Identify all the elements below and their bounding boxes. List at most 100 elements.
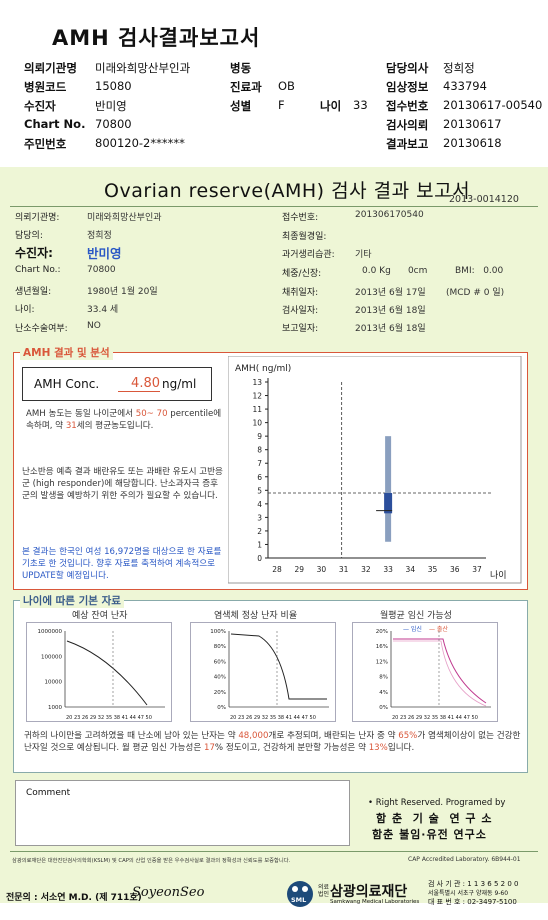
- clinical-info-label: 임상정보: [386, 80, 429, 94]
- amh-chart-y-tick-label: 13: [252, 378, 262, 387]
- receipt-label: 접수번호: [386, 99, 429, 113]
- mini-y-tick-label: 1000000: [38, 629, 63, 635]
- age-section-heading: 나이에 따른 기본 자료: [20, 593, 124, 608]
- divider: [10, 206, 538, 207]
- mini-y-tick-label: 40%: [214, 675, 226, 681]
- pregnancy-curve: [393, 638, 487, 704]
- birth-curve: [393, 640, 487, 707]
- mini-x-tick-labels: 20 23 26 29 32 35 38 41 44 47 50: [230, 715, 316, 721]
- report-date-value: 20130618: [443, 136, 502, 150]
- samkwang-logo-icon: SML: [287, 881, 313, 907]
- comment-box: [15, 780, 350, 846]
- field-label: 의뢰기관명:: [15, 213, 60, 223]
- mini-y-tick-label: 16%: [376, 644, 388, 650]
- mini-chart-pregnancy: 20% 16% 12% 8% 4% 0% 20 23 26 29 32 35 38 41 4…: [352, 622, 498, 722]
- amh-conc-value: 4.80: [118, 376, 160, 392]
- chart-no-value: 70800: [95, 117, 132, 131]
- field-label: 채취일자:: [282, 288, 319, 298]
- mini-y-tick-label: 20%: [376, 629, 388, 635]
- field-label: 나이:: [15, 305, 35, 315]
- field-label: 과거생리습관:: [282, 250, 335, 260]
- amh-iqr-box: [384, 493, 393, 514]
- amh-conc-unit: ng/ml: [162, 377, 197, 391]
- hospital-code-value: 15080: [95, 79, 132, 93]
- patient-field-value: 반미영: [87, 246, 122, 261]
- remaining-eggs-curve: [66, 640, 148, 706]
- amh-chart-y-tick-label: 6: [257, 473, 262, 482]
- sex-label: 성별: [230, 99, 252, 113]
- field-label: 최종월경일:: [282, 232, 327, 242]
- amh-chart-y-tick-label: 2: [257, 527, 262, 536]
- field-value: NO: [87, 321, 101, 331]
- amh-para-1: AMH 농도는 동일 나이군에서 50~ 70 percentile에 속하며,…: [26, 409, 222, 431]
- divider: [10, 851, 538, 852]
- mcd-value: (MCD # 0 일): [446, 288, 505, 298]
- field-label: Chart No.:: [15, 265, 61, 275]
- field-label: 보고일자:: [282, 324, 319, 334]
- chart-no-label: Chart No.: [24, 117, 86, 131]
- ward-label: 병동: [230, 61, 252, 75]
- field-value: 기타: [355, 250, 372, 260]
- amh-chart-x-tick-label: 35: [428, 565, 438, 574]
- patient-value: 반미영: [95, 99, 127, 113]
- mini-chart-remaining-eggs: 1000000 100000 10000 1000 20 23 26 29 32 35 …: [26, 622, 172, 722]
- contact-info: 검 사 기 관 : 1 1 3 6 5 2 0 0 서울특별시 서초구 양재동 …: [428, 880, 519, 906]
- amh-chart-y-tick-label: 10: [252, 419, 262, 428]
- signature: SoyeonSeo: [132, 885, 205, 900]
- amh-chart-y-tick-label: 0: [257, 554, 262, 563]
- field-value: 0.0 Kg 0cm: [362, 266, 428, 276]
- amh-chart-ylabel: AMH( ng/ml): [235, 364, 291, 374]
- age-summary: 귀하의 나이만을 고려하였을 때 난소에 남아 있는 난자는 약 48,000개…: [24, 731, 521, 753]
- age-label: 나이: [320, 99, 342, 113]
- amh-chart-x-tick-label: 31: [339, 565, 349, 574]
- mini-chart-normal-eggs: 100% 80% 60% 40% 20% 0% 20 23 26 29 32 35 38 4…: [190, 622, 336, 722]
- field-label: 담당의:: [15, 231, 43, 241]
- amh-chart-y-tick-label: 9: [257, 432, 262, 441]
- doctor-label: 담당의사: [386, 61, 429, 75]
- mini-y-tick-label: 100000: [41, 654, 62, 660]
- mini-y-tick-label: 100%: [210, 629, 226, 635]
- clinical-info-value: 433794: [443, 79, 487, 93]
- field-value: 2013년 6월 18일: [355, 306, 426, 316]
- rights-text: • Right Reserved. Programed by: [368, 798, 506, 808]
- svg-text:SML: SML: [291, 896, 306, 904]
- amh-chart-y-tick-label: 11: [252, 405, 262, 414]
- normal-eggs-curve: [230, 633, 327, 700]
- field-label: 체중/신장:: [282, 269, 322, 279]
- field-label: 검사일자:: [282, 306, 319, 316]
- id-number-label: 주민번호: [24, 137, 67, 151]
- field-label: 접수번호:: [282, 213, 319, 223]
- field-value: 정희정: [87, 231, 112, 241]
- report-date-label: 결과보고: [386, 137, 429, 151]
- amh-chart-x-tick-label: 36: [450, 565, 460, 574]
- mini-y-tick-label: 12%: [376, 659, 388, 665]
- field-value: 70800: [87, 265, 116, 275]
- org-small: 의료 법인: [318, 884, 330, 898]
- mini-y-tick-label: 0%: [379, 705, 388, 711]
- cap-text: CAP Accredited Laboratory. 6B944-01: [408, 856, 521, 863]
- amh-chart-y-tick-label: 1: [257, 540, 262, 549]
- mini-y-tick-label: 80%: [214, 644, 226, 650]
- field-label: 생년월일:: [15, 287, 52, 297]
- lab-name-1: 함 춘 기 술 연 구 소: [376, 812, 493, 825]
- comment-label: Comment: [26, 788, 71, 798]
- dept-value: OB: [278, 79, 295, 93]
- amh-chart-x-tick-label: 29: [294, 565, 304, 574]
- legend-pregnancy: — 임신: [403, 625, 422, 633]
- hospital-label: 의뢰기관명: [24, 61, 77, 75]
- amh-chart-y-tick-label: 3: [257, 513, 262, 522]
- legend-birth: — 출산: [429, 625, 448, 633]
- mini-x-tick-labels: 20 23 26 29 32 35 38 41 44 47 50: [392, 715, 478, 721]
- mini-y-tick-label: 1000: [48, 705, 62, 711]
- amh-chart-x-tick-label: 34: [406, 565, 416, 574]
- amh-chart-x-tick-label: 32: [361, 565, 371, 574]
- id-number-value: 800120-2******: [95, 136, 185, 150]
- certification-text: 삼광의료재단은 대한진단검사의학회(KSLM) 및 CAP의 산업 인증을 받은…: [12, 858, 291, 864]
- patient-label: 수진자: [24, 99, 56, 113]
- field-value: 201306170540: [355, 210, 424, 220]
- amh-chart-y-tick-label: 4: [257, 500, 262, 509]
- request-date-value: 20130617: [443, 117, 502, 131]
- mini-chart-3-title: 월평균 임신 가능성: [380, 611, 452, 621]
- mini-y-tick-label: 0%: [217, 705, 226, 711]
- amh-chart-x-tick-label: 30: [317, 565, 327, 574]
